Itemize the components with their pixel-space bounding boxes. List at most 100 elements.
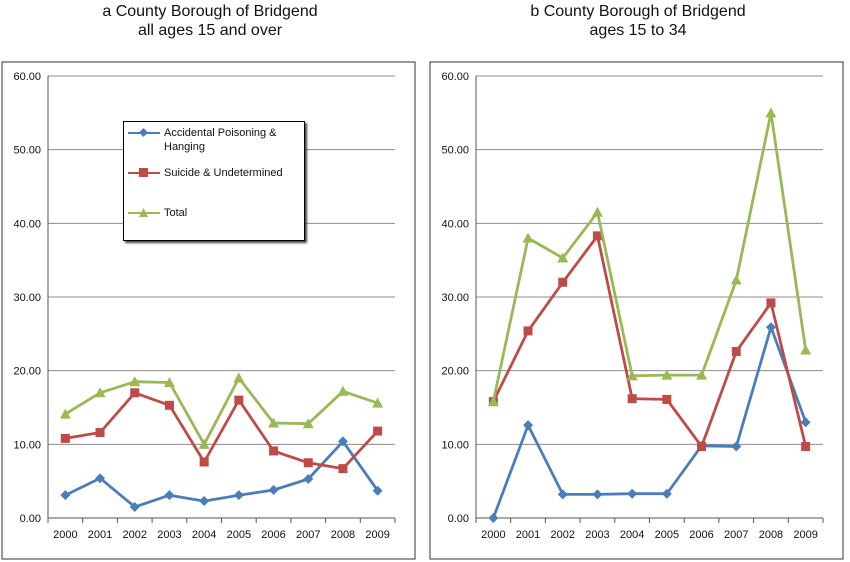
- chart-title-b-line2: ages 15 to 34: [589, 22, 687, 39]
- data-point-diamond: [557, 489, 568, 500]
- y-tick-label: 50.00: [441, 145, 469, 157]
- data-point-triangle: [129, 376, 141, 387]
- x-tick-label: 2008: [331, 529, 355, 541]
- x-tick-label: 2003: [157, 529, 181, 541]
- data-point-triangle: [302, 418, 314, 429]
- data-point-square: [766, 298, 776, 308]
- chart-frame: [1, 61, 416, 560]
- series-line: [65, 391, 379, 471]
- data-point-square: [592, 231, 602, 241]
- data-point-triangle: [557, 252, 569, 263]
- data-point-diamond: [129, 501, 140, 512]
- data-point-diamond: [765, 322, 776, 333]
- series-line: [64, 439, 379, 509]
- chart-title-b: b County Borough of Bridgend ages 15 to …: [428, 2, 848, 40]
- y-tick-label: 10.00: [441, 439, 469, 451]
- chart-legend: Accidental Poisoning & Hanging Suicide &…: [123, 121, 305, 241]
- x-tick-label: 2009: [793, 529, 817, 541]
- series-line: [491, 325, 808, 519]
- triangle-marker-icon: [139, 208, 148, 217]
- chart-a-plot: 0.00 10.00 20.00 30.00 40.00 50.00 60.00 2000 20…: [1, 61, 416, 560]
- data-point-diamond: [268, 485, 279, 496]
- y-tick-label: 30.00: [441, 292, 469, 304]
- data-point-triangle: [163, 376, 175, 387]
- diamond-marker-icon: [139, 128, 148, 137]
- data-point-square: [697, 442, 707, 452]
- data-point-diamond: [60, 490, 71, 501]
- data-point-diamond: [95, 473, 106, 484]
- legend-label-total: Total: [164, 207, 188, 219]
- y-tick-label: 20.00: [441, 366, 469, 378]
- data-point-triangle: [94, 387, 106, 398]
- y-tick-label: 40.00: [13, 218, 41, 230]
- y-tick-label: 50.00: [13, 145, 41, 157]
- chart-title-b-line1: b County Borough of Bridgend: [530, 3, 746, 20]
- chart-panel-b: b County Borough of Bridgend ages 15 to …: [428, 0, 848, 562]
- data-point-square: [627, 394, 637, 404]
- data-point-square: [558, 277, 568, 287]
- data-point-triangle: [661, 369, 673, 380]
- data-point-triangle: [59, 408, 71, 419]
- y-tick-label: 60.00: [441, 71, 469, 83]
- x-tick-label: 2006: [261, 529, 285, 541]
- x-tick-label: 2006: [689, 529, 713, 541]
- data-point-triangle: [800, 344, 812, 355]
- x-tick-label: 2003: [585, 529, 609, 541]
- data-point-diamond: [233, 490, 244, 501]
- data-point-triangle: [487, 396, 499, 407]
- x-tick-label: 2005: [227, 529, 251, 541]
- data-point-triangle: [337, 385, 349, 396]
- data-point-square: [234, 395, 244, 405]
- data-point-diamond: [731, 441, 742, 452]
- data-point-square: [373, 426, 383, 436]
- y-tick-label: 40.00: [441, 218, 469, 230]
- y-tick-label: 60.00: [13, 71, 41, 83]
- data-point-triangle: [198, 438, 210, 449]
- data-point-diamond: [337, 436, 348, 447]
- y-tick-label: 10.00: [13, 439, 41, 451]
- data-point-square: [523, 326, 533, 336]
- data-point-triangle: [372, 397, 384, 408]
- data-point-triangle: [233, 372, 245, 383]
- series-line: [492, 234, 808, 448]
- data-point-square: [164, 400, 174, 410]
- data-point-diamond: [488, 513, 499, 523]
- data-point-triangle: [268, 417, 280, 428]
- y-tick-label: 0.00: [448, 513, 469, 525]
- chart-title-a-line2: all ages 15 and over: [137, 22, 283, 39]
- data-point-triangle: [765, 107, 777, 118]
- x-tick-label: 2005: [655, 529, 679, 541]
- data-point-square: [269, 446, 279, 456]
- series-line: [64, 376, 379, 446]
- data-point-triangle: [522, 232, 534, 243]
- data-point-diamond: [372, 485, 383, 496]
- data-point-diamond: [303, 473, 314, 484]
- x-tick-label: 2009: [365, 529, 389, 541]
- x-tick-label: 2000: [53, 529, 77, 541]
- x-tick-label: 2001: [88, 529, 112, 541]
- legend-label-suicide: Suicide & Undetermined: [164, 167, 283, 179]
- series-line: [491, 111, 808, 402]
- data-point-diamond: [592, 489, 603, 500]
- y-tick-label: 30.00: [13, 292, 41, 304]
- chart-frame: [429, 61, 844, 560]
- x-tick-label: 2008: [759, 529, 783, 541]
- x-tick-label: 2002: [551, 529, 575, 541]
- data-point-diamond: [800, 417, 811, 428]
- data-point-triangle: [626, 370, 638, 381]
- legend-label-accidental: Accidental Poisoning & Hanging: [164, 127, 277, 153]
- square-marker-icon: [139, 168, 148, 177]
- data-point-square: [303, 458, 313, 468]
- data-point-diamond: [627, 488, 638, 499]
- data-point-square: [95, 428, 105, 438]
- data-point-square: [199, 457, 209, 467]
- y-tick-label: 20.00: [13, 366, 41, 378]
- data-point-diamond: [661, 488, 672, 499]
- y-tick-label: 0.00: [20, 513, 41, 525]
- x-tick-label: 2007: [296, 529, 320, 541]
- data-point-diamond: [164, 490, 175, 501]
- data-point-square: [60, 433, 70, 443]
- chart-panel-a: a County Borough of Bridgend all ages 15…: [0, 0, 420, 562]
- x-tick-label: 2007: [724, 529, 748, 541]
- data-point-diamond: [199, 496, 210, 507]
